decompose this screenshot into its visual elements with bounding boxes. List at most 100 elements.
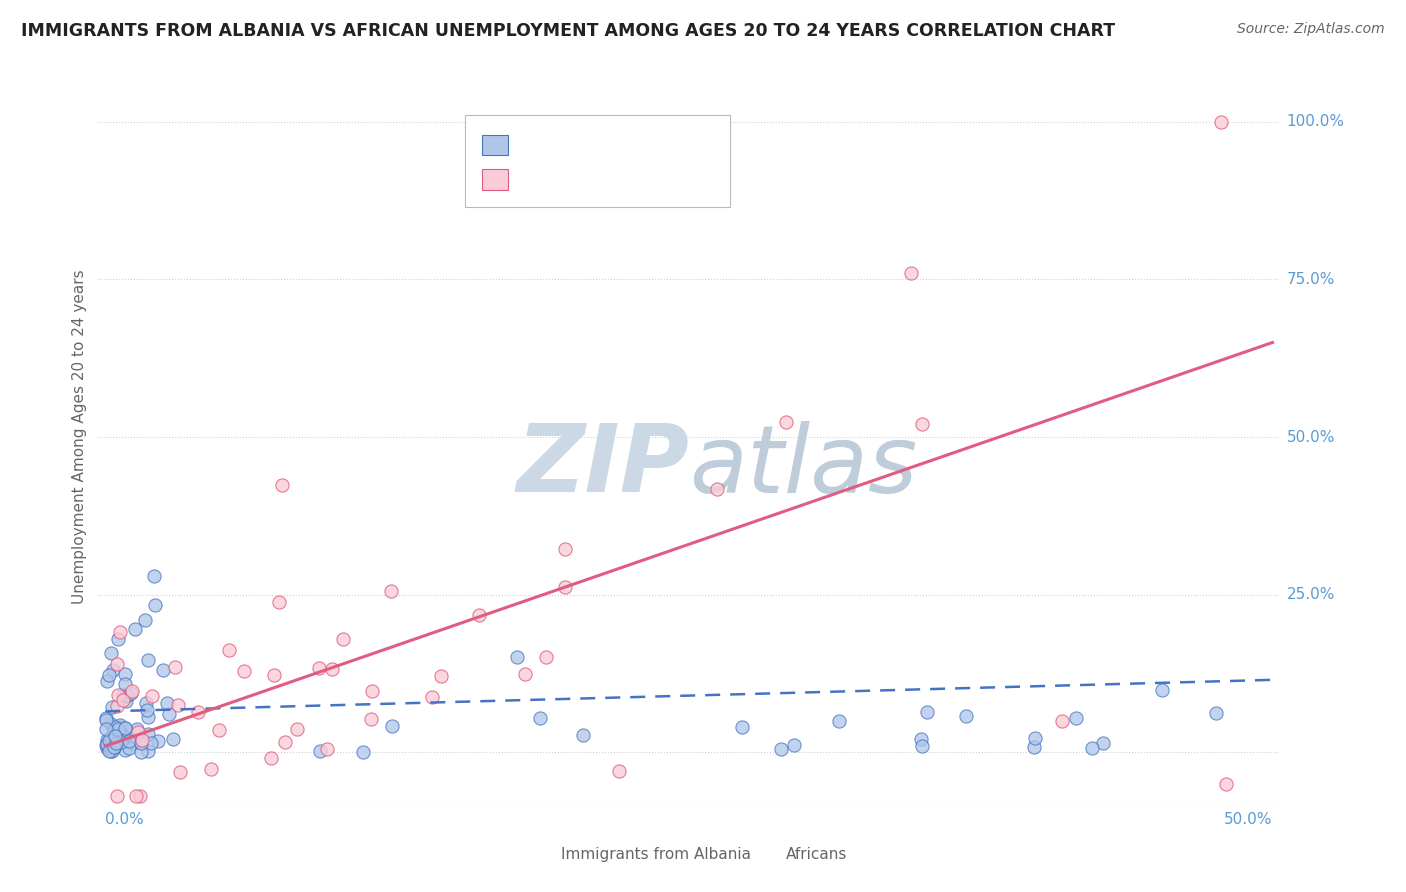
- Point: [112, 730, 135, 744]
- Point: [146, 734, 169, 748]
- Point: [1052, 714, 1074, 728]
- Text: 0.0%: 0.0%: [105, 813, 145, 827]
- Point: [513, 667, 536, 681]
- Point: [607, 764, 630, 779]
- Point: [420, 690, 443, 704]
- Point: [152, 663, 174, 677]
- Point: [104, 720, 127, 734]
- Point: [107, 632, 129, 646]
- Point: [360, 712, 382, 726]
- Point: [572, 728, 595, 742]
- Point: [134, 613, 156, 627]
- Point: [129, 745, 152, 759]
- Point: [98, 743, 121, 757]
- Point: [118, 741, 141, 756]
- Point: [506, 649, 529, 664]
- Text: R = 0.502   N = 48: R = 0.502 N = 48: [523, 172, 675, 187]
- Point: [112, 732, 135, 747]
- Point: [187, 705, 209, 719]
- Point: [1024, 740, 1046, 755]
- Point: [955, 709, 977, 723]
- Point: [114, 677, 136, 691]
- Point: [118, 735, 141, 749]
- Point: [105, 789, 128, 804]
- Point: [529, 710, 551, 724]
- Point: [136, 653, 159, 667]
- Point: [200, 762, 222, 776]
- Point: [100, 716, 122, 731]
- Point: [114, 666, 136, 681]
- Point: [143, 598, 166, 612]
- Point: [218, 643, 240, 657]
- Point: [828, 714, 851, 729]
- Point: [101, 721, 124, 735]
- Point: [94, 713, 117, 727]
- Point: [1215, 777, 1237, 791]
- Point: [1209, 115, 1232, 129]
- Point: [167, 698, 190, 713]
- Point: [380, 583, 402, 598]
- Point: [114, 689, 136, 703]
- Point: [910, 731, 932, 746]
- Point: [127, 722, 149, 736]
- Point: [110, 726, 132, 740]
- FancyBboxPatch shape: [748, 845, 773, 863]
- Point: [142, 569, 165, 583]
- FancyBboxPatch shape: [523, 845, 550, 863]
- Point: [554, 541, 576, 556]
- Point: [110, 735, 132, 749]
- Point: [121, 684, 143, 698]
- Point: [96, 737, 118, 751]
- Text: IMMIGRANTS FROM ALBANIA VS AFRICAN UNEMPLOYMENT AMONG AGES 20 TO 24 YEARS CORREL: IMMIGRANTS FROM ALBANIA VS AFRICAN UNEMP…: [21, 22, 1115, 40]
- Point: [270, 477, 292, 491]
- Point: [1024, 731, 1046, 745]
- Point: [332, 632, 354, 647]
- Point: [138, 710, 160, 724]
- Text: Africans: Africans: [786, 847, 848, 862]
- Point: [263, 667, 285, 681]
- Point: [114, 694, 136, 708]
- Point: [105, 699, 128, 714]
- Point: [267, 595, 290, 609]
- Point: [775, 415, 797, 429]
- Point: [114, 742, 136, 756]
- Point: [706, 482, 728, 496]
- Point: [468, 607, 491, 622]
- Point: [97, 739, 120, 754]
- Point: [260, 750, 283, 764]
- Point: [136, 744, 159, 758]
- Point: [117, 688, 139, 702]
- Point: [554, 580, 576, 594]
- Point: [308, 744, 330, 758]
- Point: [114, 721, 136, 735]
- Point: [108, 624, 131, 639]
- Point: [308, 661, 330, 675]
- Point: [1150, 682, 1173, 697]
- Point: [94, 710, 117, 724]
- Point: [321, 662, 343, 676]
- Point: [107, 722, 129, 736]
- Point: [316, 741, 339, 756]
- Point: [169, 765, 191, 780]
- Point: [98, 732, 121, 747]
- Text: atlas: atlas: [689, 421, 917, 512]
- Point: [120, 686, 142, 700]
- Point: [97, 668, 120, 682]
- FancyBboxPatch shape: [482, 135, 508, 155]
- Point: [101, 700, 124, 714]
- Point: [103, 663, 125, 677]
- Point: [233, 664, 256, 678]
- Point: [96, 674, 118, 689]
- Point: [122, 736, 145, 750]
- Point: [534, 650, 557, 665]
- Point: [900, 266, 922, 280]
- Text: 75.0%: 75.0%: [1286, 272, 1334, 287]
- Point: [108, 726, 131, 740]
- Text: Immigrants from Albania: Immigrants from Albania: [561, 847, 751, 862]
- Point: [274, 734, 297, 748]
- Point: [100, 646, 122, 660]
- Text: Source: ZipAtlas.com: Source: ZipAtlas.com: [1237, 22, 1385, 37]
- Point: [100, 731, 122, 745]
- Text: 50.0%: 50.0%: [1225, 813, 1272, 827]
- Point: [94, 738, 117, 752]
